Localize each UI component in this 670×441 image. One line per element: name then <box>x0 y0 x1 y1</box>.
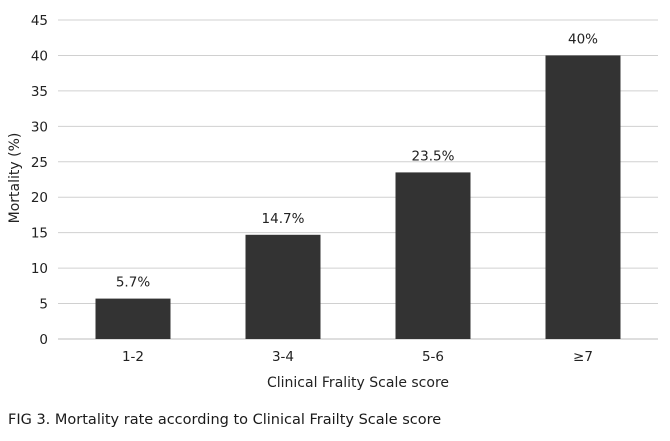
y-tick-label: 40 <box>31 48 48 64</box>
x-axis-title: Clinical Frality Scale score <box>267 375 449 391</box>
y-tick-label: 15 <box>31 226 48 242</box>
data-label-4: 40% <box>568 31 598 47</box>
bar-1 <box>95 298 171 339</box>
bar-2 <box>245 234 321 339</box>
figure-caption: FIG 3. Mortality rate according to Clini… <box>8 412 442 428</box>
data-labels: 5.7% 14.7% 23.5% 40% <box>116 31 598 290</box>
bars <box>95 55 621 339</box>
y-axis-title: Mortality (%) <box>7 133 23 224</box>
data-label-1: 5.7% <box>116 275 150 291</box>
y-tick-label: 25 <box>31 155 48 171</box>
x-tick-label: 5-6 <box>422 349 444 365</box>
y-tick-label: 10 <box>31 261 48 277</box>
x-tick-label: ≥7 <box>573 349 593 365</box>
y-tick-label: 0 <box>39 332 48 348</box>
data-label-2: 14.7% <box>262 211 305 227</box>
y-tick-label: 30 <box>31 119 48 135</box>
y-tick-label: 20 <box>31 190 48 206</box>
y-axis-ticks: 0 5 10 15 20 25 30 35 40 45 <box>31 13 48 348</box>
y-tick-label: 35 <box>31 84 48 100</box>
y-tick-label: 45 <box>31 13 48 29</box>
data-label-3: 23.5% <box>412 148 455 164</box>
y-tick-label: 5 <box>39 297 48 313</box>
x-tick-label: 3-4 <box>272 349 294 365</box>
x-tick-label: 1-2 <box>122 349 144 365</box>
bar-3 <box>395 172 471 339</box>
bar-4 <box>545 55 621 339</box>
x-axis-ticks: 1-2 3-4 5-6 ≥7 <box>122 349 593 365</box>
